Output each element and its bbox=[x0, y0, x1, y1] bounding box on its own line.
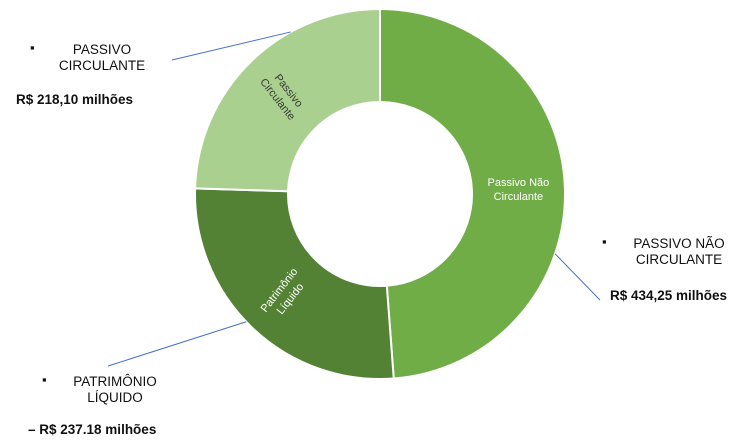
callout-title-line2: CIRCULANTE bbox=[58, 58, 146, 73]
donut-slice-2 bbox=[194, 7, 381, 193]
callout-title: PATRIMÔNIO LÍQUIDO bbox=[60, 374, 170, 406]
callout-value: – R$ 237.18 milhões bbox=[28, 422, 157, 437]
leader-line-0 bbox=[554, 253, 601, 301]
callout-passivo-circulante: ▪ PASSIVO CIRCULANTE R$ 218,10 milhões bbox=[16, 40, 178, 112]
callout-title: PASSIVO NÃO CIRCULANTE bbox=[620, 236, 738, 268]
callout-title-line1: PATRIMÔNIO bbox=[73, 374, 157, 389]
bullet-icon: ▪ bbox=[42, 372, 47, 387]
callout-value: R$ 218,10 milhões bbox=[16, 92, 134, 107]
donut-slice-label-0: Passivo Não Circulante bbox=[488, 177, 550, 203]
callout-title-line2: CIRCULANTE bbox=[635, 252, 723, 267]
callout-title-line1: PASSIVO NÃO bbox=[633, 236, 725, 251]
leader-line-1 bbox=[107, 321, 247, 367]
donut-slice-0 bbox=[379, 7, 566, 380]
callout-title-line1: PASSIVO bbox=[72, 42, 132, 57]
bullet-icon: ▪ bbox=[30, 40, 35, 55]
callout-patrimonio-liquido: ▪ PATRIMÔNIO LÍQUIDO – R$ 237.18 milhões bbox=[28, 372, 210, 437]
callout-value: R$ 434,25 milhões bbox=[610, 288, 728, 303]
donut-slice-1 bbox=[194, 187, 395, 380]
bullet-icon: ▪ bbox=[602, 234, 607, 249]
callout-title: PASSIVO CIRCULANTE bbox=[42, 42, 162, 74]
callout-passivo-nao-circulante: ▪ PASSIVO NÃO CIRCULANTE R$ 434,25 milhõ… bbox=[600, 234, 750, 306]
leader-line-2 bbox=[171, 31, 291, 61]
callout-title-line2: LÍQUIDO bbox=[87, 390, 143, 405]
